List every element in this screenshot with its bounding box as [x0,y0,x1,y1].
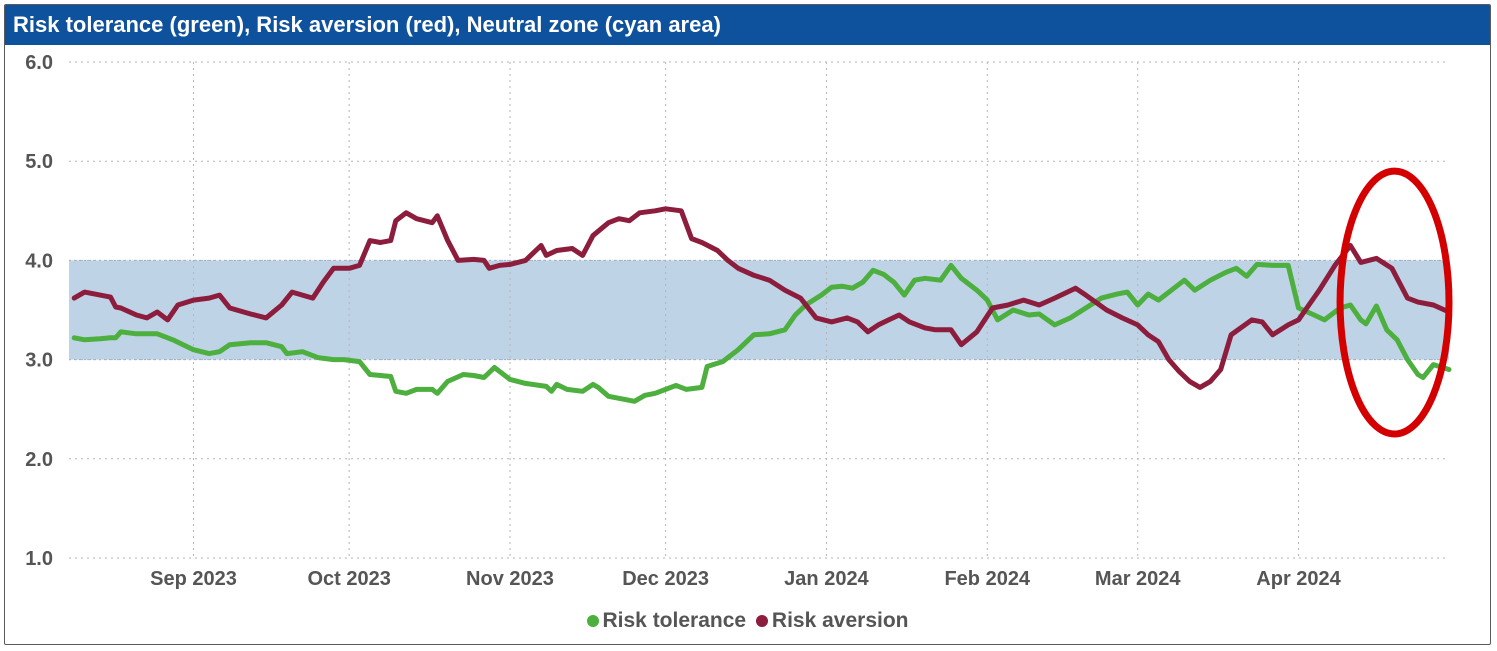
highlight-ellipse [1336,167,1453,438]
x-tick-label: Oct 2023 [307,568,390,590]
y-tick-label: 4.0 [25,250,53,272]
series-line-risk-tolerance [71,261,1452,404]
x-tick-label: Feb 2024 [944,568,1030,590]
y-tick-label: 5.0 [25,151,53,173]
x-tick-label: Nov 2023 [466,568,554,590]
title-bar: Risk tolerance (green), Risk aversion (r… [5,5,1490,45]
legend-dot-icon [755,615,768,627]
legend-item-aversion[interactable]: Risk aversion [755,609,909,633]
legend-dot-icon [586,615,599,627]
series-line-risk-aversion [71,206,1452,390]
x-tick-label: Dec 2023 [622,568,709,590]
legend-item-tolerance[interactable]: Risk tolerance [586,609,747,633]
chart-frame: Risk tolerance (green), Risk aversion (r… [4,4,1491,645]
legend: Risk tolerance Risk aversion [5,609,1490,633]
x-tick-label: Jan 2024 [784,568,869,590]
y-tick-label: 2.0 [25,449,53,471]
y-tick-label: 3.0 [25,350,53,372]
x-tick-label: Sep 2023 [150,568,237,590]
legend-label-aversion: Risk aversion [771,609,909,632]
x-tick-label: Mar 2024 [1095,568,1181,590]
y-tick-label: 1.0 [25,548,53,570]
x-tick-label: Apr 2024 [1256,568,1341,590]
y-tick-label: 6.0 [25,52,53,74]
chart-title: Risk tolerance (green), Risk aversion (r… [13,12,721,37]
legend-label-tolerance: Risk tolerance [602,609,747,632]
line-chart: 1.0 2.0 3.0 4.0 5.0 6.0 Sep 2023 Oct 2023 Nov 2… [25,52,1453,590]
